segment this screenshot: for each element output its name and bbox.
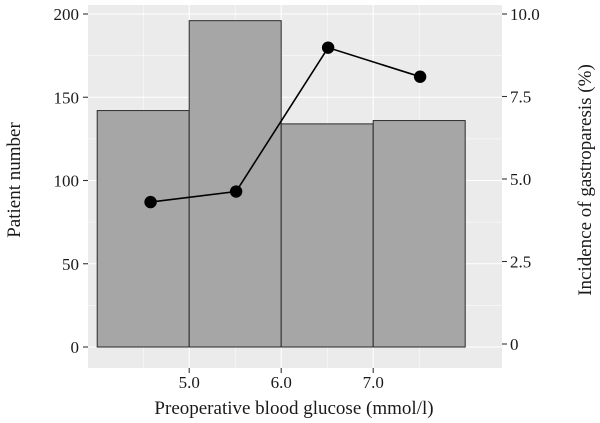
y-tick-label: 100	[54, 172, 80, 191]
histogram-bars	[96, 20, 466, 348]
y2-tick-label: 7.5	[510, 88, 531, 107]
y-tick-label: 200	[54, 5, 80, 24]
y2-tick-label: 10.0	[510, 5, 540, 24]
y2-axis-title: Incidence of gastroparesis (%)	[575, 64, 596, 296]
incidence-polyline	[150, 46, 421, 203]
histogram-bar-3	[280, 123, 374, 348]
y-tick-label: 0	[71, 338, 80, 357]
histogram-bar-1	[96, 110, 190, 348]
x-axis-title: Preoperative blood glucose (mmol/l)	[154, 398, 433, 419]
y-tick-label: 150	[54, 88, 80, 107]
x-tick-label: 5.0	[179, 373, 200, 392]
incidence-points	[144, 41, 427, 209]
y-tick-label: 50	[62, 255, 79, 274]
x-tick-label: 7.0	[363, 373, 384, 392]
y2-tick-label: 5.0	[510, 170, 531, 189]
y-axis-title: Patient number	[4, 122, 25, 238]
histogram-bar-4	[372, 120, 466, 348]
y2-tick-label: 0	[510, 335, 519, 354]
y2-tick-label: 2.5	[510, 253, 531, 272]
axes: 0 50 100 150 200 0 2.5 5.0 7.5 10.0 5.0 6.0 7.0	[54, 5, 540, 392]
incidence-point-1	[144, 195, 157, 209]
incidence-line	[150, 46, 421, 203]
incidence-point-2	[229, 185, 243, 198]
histogram-bar-2	[188, 20, 282, 348]
incidence-point-3	[321, 41, 335, 54]
x-tick-label: 6.0	[271, 373, 292, 392]
incidence-point-4	[413, 70, 427, 83]
